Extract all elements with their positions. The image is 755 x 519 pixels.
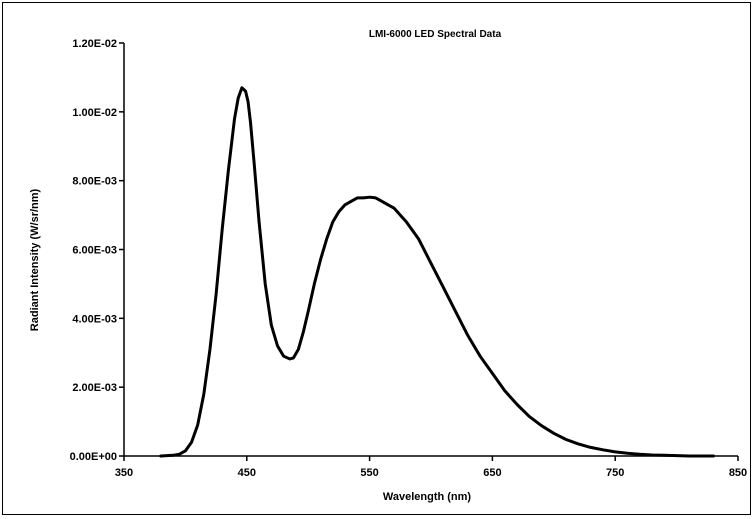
- x-tick-label: 750: [606, 467, 624, 479]
- y-tick-label: 0.00E+00: [70, 451, 117, 463]
- y-axis-label: Radiant Intensity (W/sr/nm): [29, 188, 41, 331]
- x-axis: 350 450 550 650 750 850: [115, 455, 747, 479]
- y-tick-label: 6.00E-03: [72, 245, 117, 257]
- chart-title: LMI-6000 LED Spectral Data: [369, 29, 502, 40]
- x-axis-label: Wavelength (nm): [383, 491, 472, 503]
- x-tick-label: 550: [360, 467, 378, 479]
- spectral-line: [159, 86, 715, 458]
- y-tick-label: 4.00E-03: [72, 313, 117, 325]
- y-tick-label: 1.20E-02: [72, 38, 117, 50]
- x-tick-label: 450: [238, 467, 256, 479]
- y-tick-label: 1.00E-02: [72, 107, 117, 119]
- x-tick-label: 350: [115, 467, 133, 479]
- x-tick-label: 850: [729, 467, 747, 479]
- y-tick-label: 2.00E-03: [72, 382, 117, 394]
- y-axis: 0.00E+00 2.00E-03 4.00E-03 6.00E-03 8.00E-03…: [70, 38, 125, 463]
- x-tick-label: 650: [483, 467, 501, 479]
- y-tick-label: 8.00E-03: [72, 176, 117, 188]
